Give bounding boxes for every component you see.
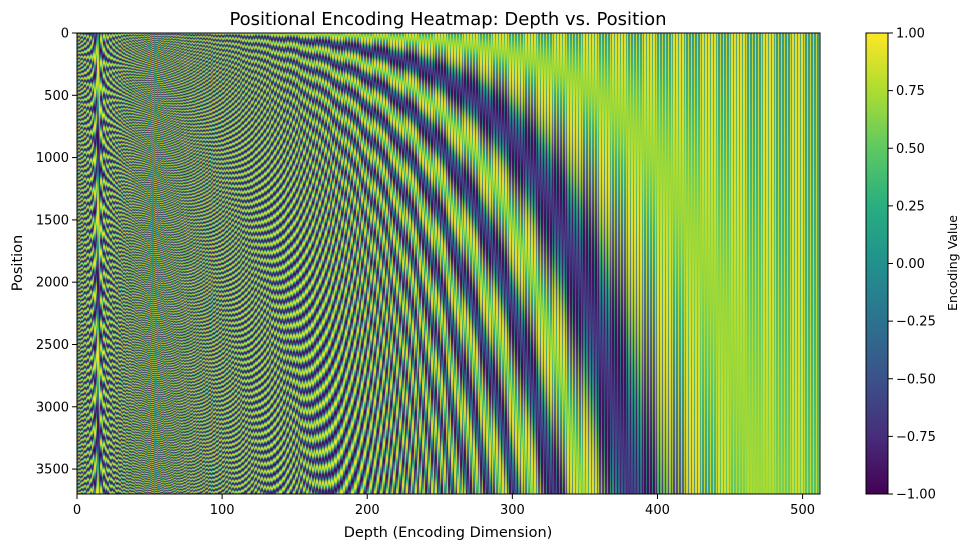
colorbar-tick-label: −0.50 <box>896 372 936 387</box>
colorbar-tick-label: −0.25 <box>896 315 936 330</box>
heatmap-area <box>76 32 821 495</box>
colorbar-tick-label: 0.25 <box>896 199 925 214</box>
colorbar-tick-label: 0.75 <box>896 84 925 99</box>
x-tick-label: 100 <box>210 503 235 518</box>
y-tick-label: 1000 <box>36 151 69 166</box>
colorbar-tick-label: 0.00 <box>896 257 925 272</box>
x-tick-label: 200 <box>355 503 380 518</box>
x-tick-label: 500 <box>790 503 815 518</box>
colorbar-tick-label: 1.00 <box>896 27 925 42</box>
y-tick-label: 3000 <box>36 400 69 415</box>
x-axis-label: Depth (Encoding Dimension) <box>344 525 553 541</box>
y-tick-label: 500 <box>44 89 69 104</box>
colorbar-tick-label: 0.50 <box>896 142 925 157</box>
colorbar: −1.00 −0.75 −0.50 −0.25 0.00 0.25 0.50 0.75 1.00… <box>865 27 960 503</box>
chart-title: Positional Encoding Heatmap: Depth vs. P… <box>229 9 666 30</box>
y-tick-label: 2000 <box>36 276 69 291</box>
colorbar-gradient <box>865 32 889 495</box>
y-tick-label: 0 <box>61 27 69 42</box>
colorbar-ticks: −1.00 −0.75 −0.50 −0.25 0.00 0.25 0.50 0.75 1.00 <box>888 27 936 503</box>
colorbar-tick-label: −0.75 <box>896 430 936 445</box>
colorbar-tick-label: −1.00 <box>896 488 936 503</box>
y-axis: 0 500 1000 1500 2000 2500 3000 3500 <box>36 27 77 478</box>
y-tick-label: 1500 <box>36 213 69 228</box>
y-axis-label: Position <box>10 235 26 291</box>
x-tick-label: 400 <box>645 503 670 518</box>
colorbar-label: Encoding Value <box>945 215 960 311</box>
x-tick-label: 0 <box>73 503 81 518</box>
plot-frame <box>76 32 821 495</box>
x-axis: 0 100 200 300 400 500 <box>73 494 815 518</box>
y-tick-label: 3500 <box>36 463 69 478</box>
y-tick-label: 2500 <box>36 338 69 353</box>
heatmap-image <box>77 33 820 494</box>
x-tick-label: 300 <box>500 503 525 518</box>
